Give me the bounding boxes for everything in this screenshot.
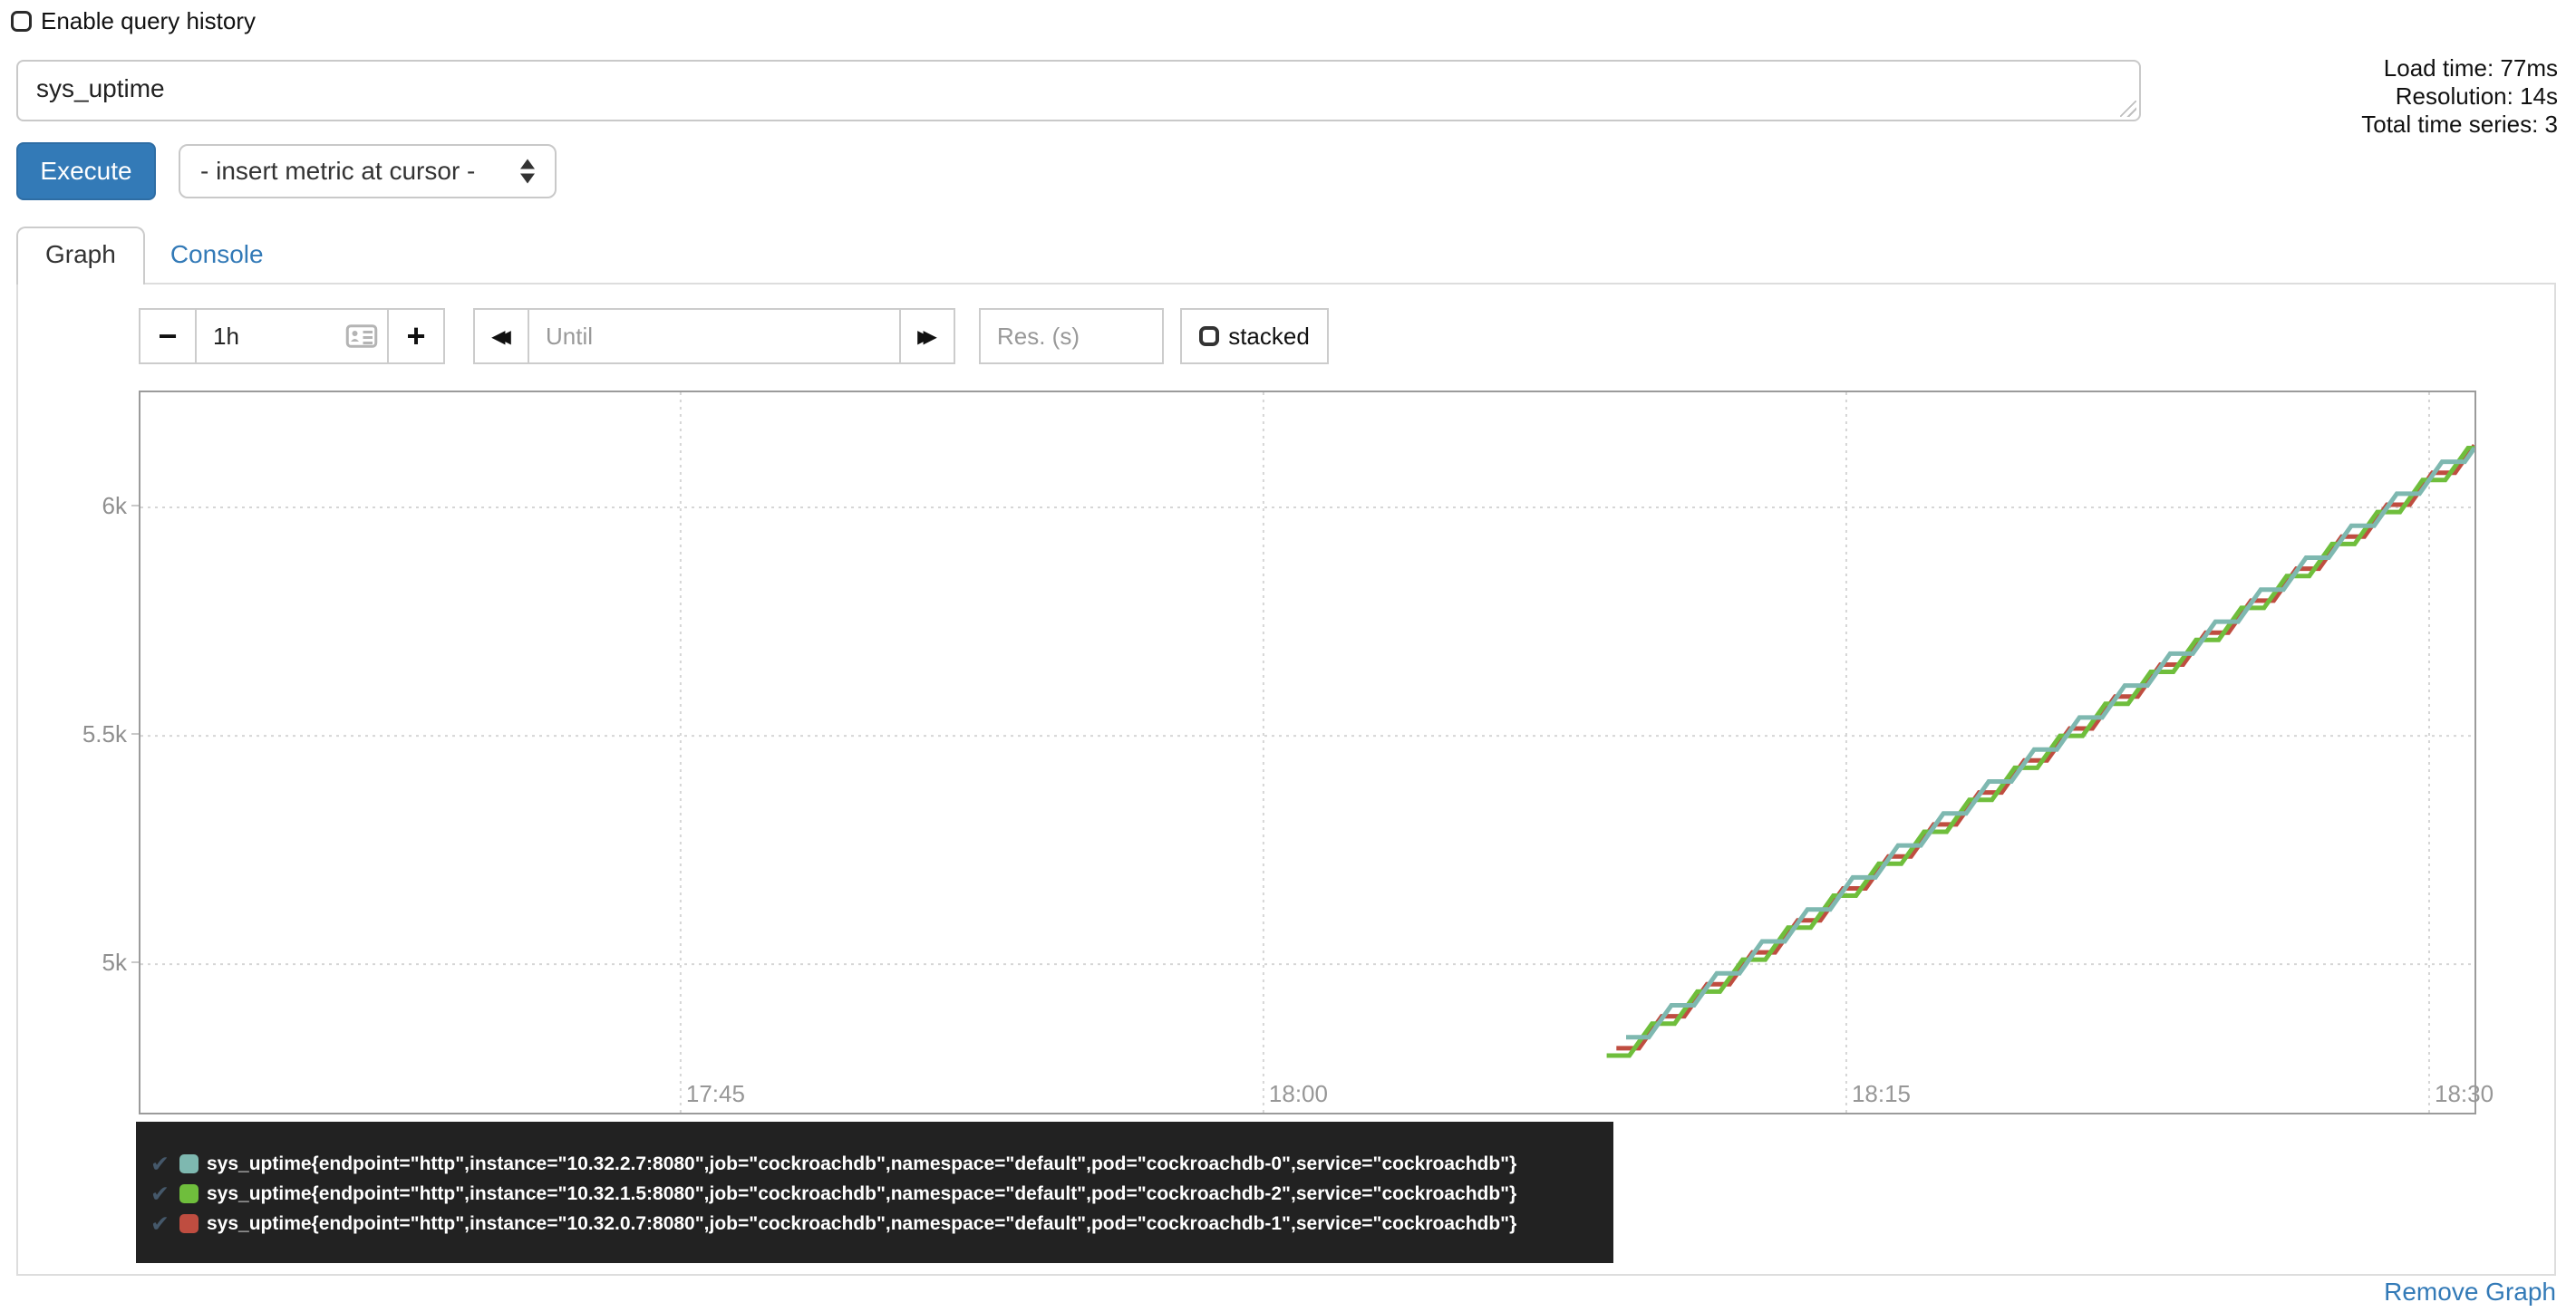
textarea-resize-handle[interactable] [2120,101,2136,117]
series-swatch [179,1214,199,1233]
series-label: sys_uptime{endpoint="http",instance="10.… [207,1212,1517,1234]
legend-row[interactable]: ✔ sys_uptime{endpoint="http",instance="10… [150,1149,1613,1179]
calendar-icon [345,324,378,348]
resolution: Resolution: 14s [2395,82,2558,110]
x-axis-tick-label: 18:30 [2434,1080,2494,1107]
resolution-input[interactable] [979,308,1164,364]
plus-icon: + [406,317,426,354]
plot-area[interactable]: 17:45 18:00 18:15 18:30 [139,391,2494,1114]
forward-icon: ▶▶ [917,326,937,347]
range-input-wrap [195,308,389,364]
y-axis-tick-label: 5.5k [82,720,127,748]
graph-panel: − + ◀◀ ▶▶ stacked [16,283,2556,1276]
graph-controls: − + ◀◀ ▶▶ stacked [139,308,1329,364]
y-axis-tick-label: 6k [102,492,127,520]
shift-forward-button[interactable]: ▶▶ [899,308,955,364]
enable-query-history-checkbox[interactable] [11,11,32,32]
time-shift-group: ◀◀ ▶▶ [473,308,955,364]
series-swatch [179,1184,199,1203]
tab-console[interactable]: Console [169,240,264,268]
select-arrows-icon [520,159,535,184]
enable-query-history: Enable query history [11,7,256,35]
total-time-series: Total time series: 3 [2361,111,2558,138]
load-time: Load time: 77ms [2383,54,2558,82]
query-expression-box: sys_uptime [16,60,2141,121]
stacked-toggle[interactable]: stacked [1180,308,1329,364]
insert-metric-select[interactable]: - insert metric at cursor - [179,144,557,198]
shift-back-button[interactable]: ◀◀ [473,308,529,364]
series-label: sys_uptime{endpoint="http",instance="10.… [207,1182,1517,1204]
series-swatch [179,1154,199,1173]
y-axis-tick-label: 5k [102,949,127,977]
insert-metric-selected-value: - insert metric at cursor - [200,157,476,185]
remove-graph-link[interactable]: Remove Graph [2384,1278,2556,1306]
series-line [1626,447,2474,1040]
chart-svg [140,392,2474,1113]
stacked-label: stacked [1228,322,1310,350]
minus-icon: − [158,317,178,354]
check-icon[interactable]: ✔ [150,1151,169,1177]
range-increase-button[interactable]: + [387,308,445,364]
series-label: sys_uptime{endpoint="http",instance="10.… [207,1153,1517,1174]
legend-row[interactable]: ✔ sys_uptime{endpoint="http",instance="10… [150,1179,1613,1209]
rewind-icon: ◀◀ [491,326,511,347]
range-control-group: − + [139,308,445,364]
range-input[interactable] [195,308,389,364]
until-input[interactable] [528,308,901,364]
chart-legend: ✔ sys_uptime{endpoint="http",instance="10… [136,1122,1613,1263]
stacked-checkbox[interactable] [1199,326,1220,346]
y-axis-tick [131,733,139,736]
graph-console-tabs: Graph Console [16,227,289,285]
x-axis-tick-label: 18:15 [1851,1080,1912,1107]
check-icon[interactable]: ✔ [150,1181,169,1207]
legend-row[interactable]: ✔ sys_uptime{endpoint="http",instance="10… [150,1209,1613,1239]
query-stats: Load time: 77ms Resolution: 14s Total ti… [2361,54,2558,139]
series-line [1606,446,2474,1058]
check-icon[interactable]: ✔ [150,1211,169,1237]
enable-query-history-label: Enable query history [41,7,257,34]
range-decrease-button[interactable]: − [139,308,197,364]
tab-graph[interactable]: Graph [16,227,145,285]
query-expression-input[interactable]: sys_uptime [16,60,2141,121]
execute-button[interactable]: Execute [16,142,156,200]
y-axis-tick [131,505,139,507]
x-axis-tick-label: 17:45 [685,1080,745,1107]
y-axis-tick [131,961,139,964]
x-axis-tick-label: 18:00 [1268,1080,1328,1107]
